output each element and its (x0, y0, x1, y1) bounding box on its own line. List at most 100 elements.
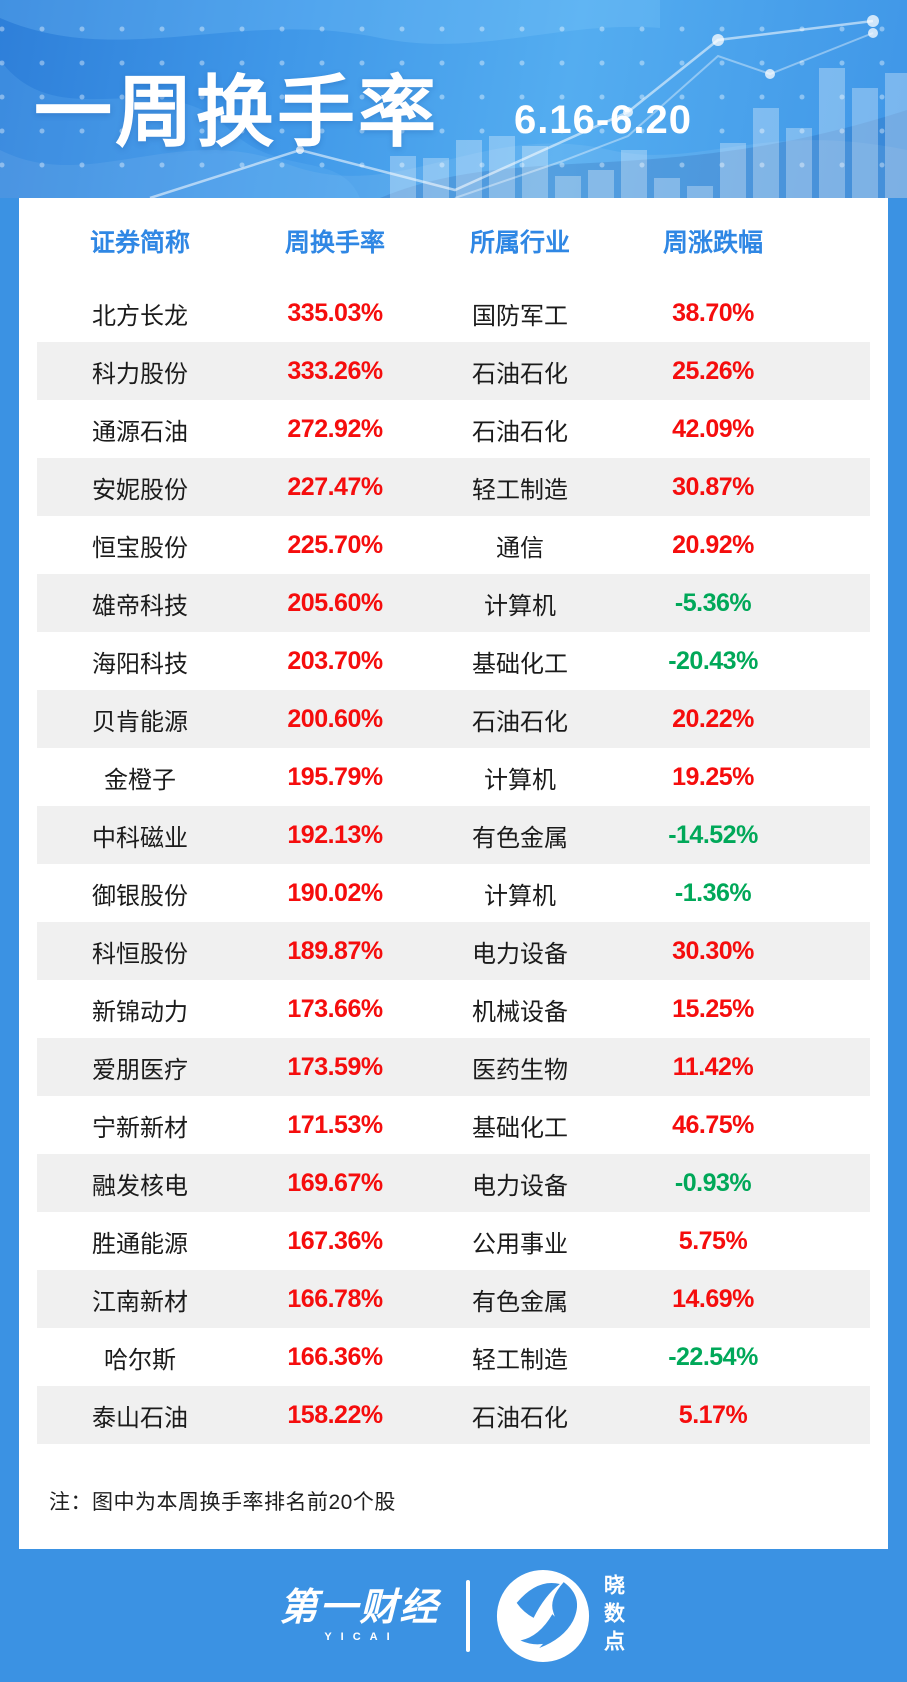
turnover-value-cell: 227.47% (287, 472, 383, 501)
turnover-value-cell: 333.26% (287, 356, 383, 385)
stock-name-cell: 科恒股份 (92, 940, 188, 968)
yicai-logo-text: 第一财经 (279, 1586, 440, 1629)
stock-name-cell: 雄帝科技 (92, 592, 188, 620)
industry-cell: 机械设备 (472, 998, 568, 1026)
change-value-cell: -0.93% (674, 1168, 752, 1197)
stock-name-cell: 御银股份 (92, 882, 188, 910)
turnover-value-cell: 166.78% (287, 1284, 383, 1313)
change-value-cell: -20.43% (668, 646, 758, 675)
xiaoshudian-logo-text: 晓数点 (601, 1573, 625, 1658)
change-value-cell: 19.25% (672, 762, 754, 791)
turnover-value-cell: 173.66% (287, 994, 383, 1023)
stock-name-cell: 哈尔斯 (104, 1346, 176, 1374)
industry-cell: 医药生物 (472, 1056, 568, 1084)
turnover-value-cell: 205.60% (287, 588, 383, 617)
change-value-cell: 5.75% (678, 1226, 748, 1255)
change-value-cell: -5.36% (674, 588, 752, 617)
stock-name-cell: 融发核电 (92, 1172, 188, 1200)
table-row: 胜通能源 167.36% 公用事业 5.75% (37, 1212, 870, 1270)
table-row: 科力股份 333.26% 石油石化 25.26% (37, 342, 870, 400)
stock-name-cell: 通源石油 (92, 418, 188, 446)
table-row: 贝肯能源 200.60% 石油石化 20.22% (37, 690, 870, 748)
change-value-cell: -1.36% (674, 878, 752, 907)
industry-cell: 有色金属 (472, 1288, 568, 1316)
change-value-cell: -22.54% (668, 1342, 758, 1371)
stock-name-cell: 海阳科技 (92, 650, 188, 678)
industry-cell: 电力设备 (472, 940, 568, 968)
turnover-value-cell: 200.60% (287, 704, 383, 733)
stock-name-cell: 胜通能源 (92, 1230, 188, 1258)
industry-cell: 电力设备 (472, 1172, 568, 1200)
industry-cell: 石油石化 (472, 708, 568, 736)
turnover-value-cell: 169.67% (287, 1168, 383, 1197)
stock-name-cell: 江南新材 (92, 1288, 188, 1316)
table-row: 江南新材 166.78% 有色金属 14.69% (37, 1270, 870, 1328)
stock-name-cell: 宁新新材 (92, 1114, 188, 1142)
change-value-cell: 30.87% (672, 472, 754, 501)
stock-name-cell: 恒宝股份 (92, 534, 188, 562)
turnover-value-cell: 195.79% (287, 762, 383, 791)
table-row: 宁新新材 171.53% 基础化工 46.75% (37, 1096, 870, 1154)
table-row: 融发核电 169.67% 电力设备 -0.93% (37, 1154, 870, 1212)
industry-cell: 公用事业 (472, 1230, 568, 1258)
turnover-value-cell: 167.36% (287, 1226, 383, 1255)
table-row: 爱朋医疗 173.59% 医药生物 11.42% (37, 1038, 870, 1096)
col-header-turnover: 周换手率 (284, 229, 385, 257)
turnover-value-cell: 158.22% (287, 1400, 383, 1429)
table-row: 安妮股份 227.47% 轻工制造 30.87% (37, 458, 870, 516)
change-value-cell: 14.69% (672, 1284, 754, 1313)
banner-decoration (0, 0, 907, 198)
stock-name-cell: 贝肯能源 (92, 708, 188, 736)
change-value-cell: 42.09% (672, 414, 754, 443)
table-row: 通源石油 272.92% 石油石化 42.09% (37, 400, 870, 458)
col-header-industry: 所属行业 (469, 229, 570, 257)
industry-cell: 计算机 (484, 882, 556, 910)
turnover-value-cell: 335.03% (287, 298, 383, 327)
industry-cell: 轻工制造 (472, 476, 568, 504)
industry-cell: 石油石化 (472, 360, 568, 388)
change-value-cell: 15.25% (672, 994, 754, 1023)
industry-cell: 计算机 (484, 766, 556, 794)
turnover-value-cell: 190.02% (287, 878, 383, 907)
industry-cell: 通信 (496, 534, 544, 562)
table-row: 雄帝科技 205.60% 计算机 -5.36% (37, 574, 870, 632)
xiaoshudian-swoosh-icon (496, 1569, 589, 1662)
stock-name-cell: 中科磁业 (92, 824, 188, 852)
table-row: 北方长龙 335.03% 国防军工 38.70% (37, 284, 870, 342)
table-row: 泰山石油 158.22% 石油石化 5.17% (37, 1386, 870, 1444)
table-row: 御银股份 190.02% 计算机 -1.36% (37, 864, 870, 922)
stock-name-cell: 北方长龙 (92, 302, 188, 330)
logo-divider (465, 1579, 470, 1652)
industry-cell: 轻工制造 (472, 1346, 568, 1374)
table-row: 科恒股份 189.87% 电力设备 30.30% (37, 922, 870, 980)
industry-cell: 石油石化 (472, 418, 568, 446)
date-range: 6.16-6.20 (514, 98, 693, 142)
stock-name-cell: 金橙子 (104, 766, 176, 794)
xiaoshudian-logo: 晓数点 (496, 1569, 628, 1663)
table-body: 北方长龙 335.03% 国防军工 38.70% 科力股份 333.26% 石油… (19, 284, 888, 1444)
change-value-cell: 5.17% (678, 1400, 748, 1429)
industry-cell: 基础化工 (472, 650, 568, 678)
change-value-cell: 20.22% (672, 704, 754, 733)
turnover-value-cell: 272.92% (287, 414, 383, 443)
stock-name-cell: 安妮股份 (92, 476, 188, 504)
industry-cell: 有色金属 (472, 824, 568, 852)
turnover-value-cell: 171.53% (287, 1110, 383, 1139)
industry-cell: 计算机 (484, 592, 556, 620)
yicai-logo-subtext: YICAI (324, 1630, 399, 1643)
turnover-value-cell: 203.70% (287, 646, 383, 675)
table-row: 恒宝股份 225.70% 通信 20.92% (37, 516, 870, 574)
industry-cell: 国防军工 (472, 302, 568, 330)
stock-name-cell: 新锦动力 (92, 998, 188, 1026)
table-row: 中科磁业 192.13% 有色金属 -14.52% (37, 806, 870, 864)
turnover-value-cell: 192.13% (287, 820, 383, 849)
table-row: 哈尔斯 166.36% 轻工制造 -22.54% (37, 1328, 870, 1386)
yicai-logo: 第一财经 YICAI (279, 1589, 439, 1643)
stock-name-cell: 科力股份 (92, 360, 188, 388)
col-header-security-name: 证券简称 (89, 229, 190, 257)
page-title: 一周换手率 (34, 68, 440, 156)
turnover-value-cell: 225.70% (287, 530, 383, 559)
industry-cell: 石油石化 (472, 1404, 568, 1432)
header-banner: 一周换手率 6.16-6.20 (0, 0, 907, 198)
